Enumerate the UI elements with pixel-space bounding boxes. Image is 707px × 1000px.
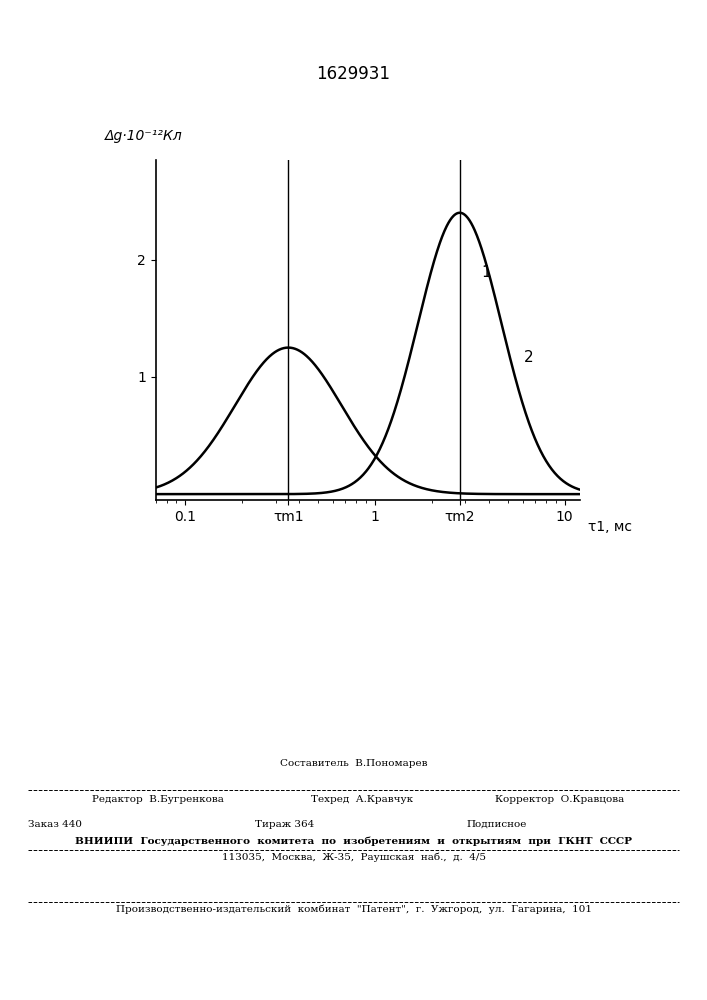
Text: 1629931: 1629931 — [317, 65, 390, 83]
Text: Заказ 440: Заказ 440 — [28, 820, 82, 829]
Text: Редактор  В.Бугренкова: Редактор В.Бугренкова — [92, 795, 224, 804]
Text: Производственно-издательский  комбинат  "Патент",  г.  Ужгород,  ул.  Гагарина, : Производственно-издательский комбинат "П… — [115, 905, 592, 914]
Text: Тираж 364: Тираж 364 — [255, 820, 314, 829]
Text: Подписное: Подписное — [467, 820, 527, 829]
Text: 1: 1 — [481, 265, 491, 280]
Text: τ1, мс: τ1, мс — [588, 520, 632, 534]
Text: Составитель  В.Пономарев: Составитель В.Пономарев — [280, 759, 427, 768]
Text: Корректор  О.Кравцова: Корректор О.Кравцова — [495, 795, 624, 804]
Text: ВНИИПИ  Государственного  комитета  по  изобретениям  и  открытиям  при  ГКНТ  С: ВНИИПИ Государственного комитета по изоб… — [75, 837, 632, 846]
Text: Δg·10⁻¹²Кл: Δg·10⁻¹²Кл — [105, 129, 182, 143]
Text: 113035,  Москва,  Ж-35,  Раушская  наб.,  д.  4/5: 113035, Москва, Ж-35, Раушская наб., д. … — [221, 852, 486, 861]
Text: 2: 2 — [524, 350, 534, 365]
Text: Техред  А.Кравчук: Техред А.Кравчук — [311, 795, 413, 804]
